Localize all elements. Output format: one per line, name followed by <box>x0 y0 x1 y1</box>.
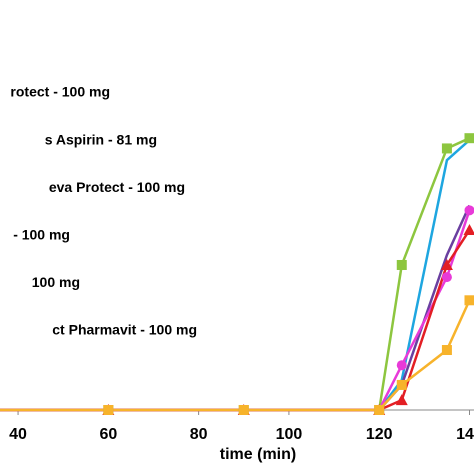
marker <box>396 360 407 371</box>
marker <box>396 379 407 390</box>
marker <box>238 405 249 415</box>
x-tick-label: 140 <box>456 426 474 443</box>
marker <box>396 259 407 270</box>
x-tick-label: 60 <box>99 426 117 443</box>
series-line <box>0 204 471 412</box>
x-axis-label: time (min) <box>220 446 296 463</box>
x-tick-label: 100 <box>276 426 303 443</box>
legend-label: eva Protect - 100 mg <box>49 179 185 195</box>
marker <box>441 143 452 154</box>
marker <box>395 394 408 406</box>
marker <box>464 205 474 216</box>
legend-label: 100 mg <box>32 274 80 290</box>
marker <box>441 272 452 283</box>
legend-label: ct Pharmavit - 100 mg <box>52 322 197 338</box>
marker <box>464 133 474 144</box>
x-tick-label: 40 <box>9 426 27 443</box>
x-tick-label: 80 <box>190 426 208 443</box>
marker <box>464 295 474 306</box>
marker <box>374 405 385 415</box>
series-line <box>0 299 471 412</box>
marker <box>440 258 453 270</box>
x-tick-label: 120 <box>366 426 393 443</box>
legend-label: rotect - 100 mg <box>10 84 110 100</box>
marker <box>463 224 474 236</box>
marker <box>441 345 452 356</box>
legend-label: s Aspirin - 81 mg <box>45 131 157 147</box>
legend-label: - 100 mg <box>13 227 70 243</box>
marker <box>103 405 114 415</box>
